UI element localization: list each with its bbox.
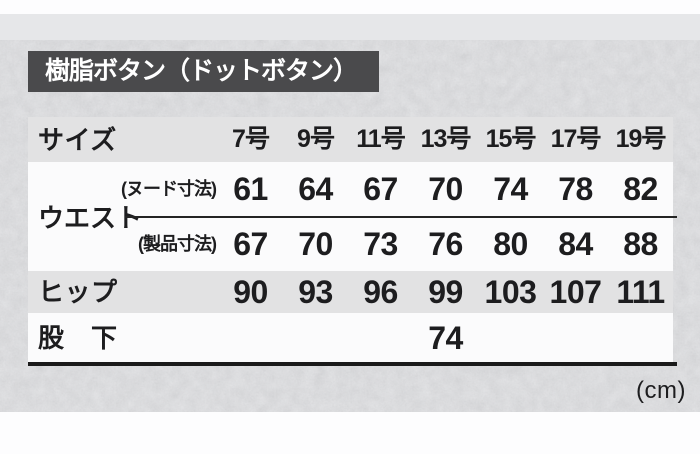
waist-nude-value: 82	[623, 171, 658, 207]
inseam-row-label: 股 下	[38, 322, 118, 353]
table-bottom-rule	[28, 362, 677, 366]
size-column-header: 11号	[356, 125, 405, 153]
hip-value: 111	[616, 274, 665, 310]
waist-product-value: 84	[558, 225, 593, 262]
inseam-value: 74	[428, 319, 463, 356]
waist-nude-value: 61	[233, 171, 268, 207]
hip-value: 93	[298, 274, 333, 310]
waist-row-label: ウエスト	[38, 203, 143, 233]
size-column-header: 9号	[297, 125, 335, 153]
size-spec-table: サイズ 7号 9号 11号 13号 15号 17号 19号 ウエスト (ヌード寸…	[28, 117, 677, 366]
waist-nude-value: 64	[298, 171, 333, 207]
section-title-bar: 樹脂ボタン（ドットボタン）	[28, 51, 379, 92]
size-column-header: 17号	[550, 125, 602, 153]
inseam-row: 股 下 74	[28, 313, 673, 362]
waist-nude-value: 74	[493, 171, 528, 207]
waist-product-value: 70	[298, 225, 333, 262]
waist-product-subrow: (製品寸法) 67 70 73 76 80 84 88	[28, 216, 673, 271]
size-column-header: 15号	[485, 125, 537, 153]
waist-product-value: 76	[428, 225, 463, 262]
waist-nude-subrow: (ヌード寸法) 61 64 67 70 74 78 82	[28, 162, 673, 216]
waist-product-value: 73	[363, 225, 398, 262]
waist-row-group: ウエスト (ヌード寸法) 61 64 67 70 74 78 82 (製品寸法)…	[28, 162, 677, 271]
hip-value: 107	[549, 274, 602, 310]
hip-value: 103	[484, 274, 537, 310]
waist-product-sublabel: (製品寸法)	[138, 233, 217, 254]
waist-product-value: 80	[493, 225, 528, 262]
waist-divider-line	[125, 216, 677, 218]
hip-row-label: ヒップ	[38, 277, 118, 307]
waist-nude-value: 67	[363, 171, 398, 207]
hip-value: 96	[363, 274, 398, 310]
hip-value: 90	[233, 274, 268, 310]
size-column-header: 7号	[232, 125, 270, 153]
size-row-label: サイズ	[38, 124, 117, 155]
size-column-header: 19号	[615, 125, 667, 153]
size-header-row: サイズ 7号 9号 11号 13号 15号 17号 19号	[28, 117, 673, 162]
waist-nude-sublabel: (ヌード寸法)	[121, 179, 217, 199]
photo-top-band	[0, 14, 700, 40]
waist-nude-value: 70	[428, 171, 463, 207]
hip-row: ヒップ 90 93 96 99 103 107 111	[28, 271, 673, 313]
unit-note: (cm)	[636, 377, 686, 404]
section-title: 樹脂ボタン（ドットボタン）	[45, 57, 358, 85]
hip-value: 99	[428, 274, 463, 310]
waist-product-value: 67	[233, 225, 268, 262]
waist-nude-value: 78	[558, 171, 593, 207]
size-column-header: 13号	[420, 125, 472, 153]
waist-product-value: 88	[623, 225, 658, 262]
